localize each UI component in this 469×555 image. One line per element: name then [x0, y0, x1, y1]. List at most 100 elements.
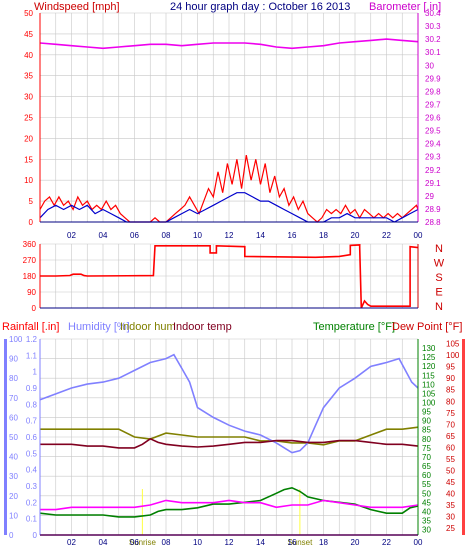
x-tick-06: 06 [130, 538, 139, 547]
barometer-tick-30.3: 30.3 [425, 22, 441, 31]
barometer-series [39, 38, 419, 50]
barometer-line [39, 38, 419, 50]
dewpoint-line [40, 499, 419, 511]
dewpoint-tick-95: 95 [446, 363, 455, 372]
temperature-tick-105: 105 [422, 389, 436, 398]
x-tick-18: 18 [319, 231, 328, 240]
windspeed-tick-10: 10 [24, 176, 33, 185]
humidity-tick-50: 50 [9, 433, 18, 442]
barometer-tick-29.1: 29.1 [425, 179, 441, 188]
dewpoint-tick-30: 30 [446, 513, 455, 522]
rainfall-tick-1: 1 [33, 368, 38, 377]
humidity-tick-20: 20 [9, 492, 18, 501]
temperature-tick-65: 65 [422, 462, 431, 471]
barometer-tick-28.9: 28.9 [425, 205, 441, 214]
rainfall-tick-0.9: 0.9 [26, 384, 38, 393]
temperature-tick-95: 95 [422, 408, 431, 417]
rainfall-tick-labels: 0 0.1 0.2 0.3 0.4 0.5 0.6 0.7 0.8 0.9 1 1.1 1.2 [26, 335, 38, 540]
dewpoint-tick-55: 55 [446, 455, 455, 464]
dewpoint-tick-90: 90 [446, 374, 455, 383]
x-tick-04: 04 [99, 538, 108, 547]
sun-markers: Sunrise Sunset [129, 489, 313, 547]
windspeed-tick-35: 35 [24, 72, 33, 81]
dewpoint-tick-105: 105 [446, 340, 460, 349]
humidity-tick-10: 10 [9, 511, 18, 520]
direction-tick-0: 0 [32, 304, 37, 313]
rainfall-tick-0.6: 0.6 [26, 433, 38, 442]
wind-average-series [39, 192, 419, 223]
direction-grid [40, 243, 418, 308]
dewpoint-tick-70: 70 [446, 420, 455, 429]
compass-label-s: S [435, 272, 442, 284]
humidity-tick-labels: 0 10 20 30 40 50 60 70 80 90 100 [9, 335, 23, 540]
x-tick-14: 14 [256, 538, 265, 547]
x-tick-02: 02 [67, 231, 76, 240]
temperature-tick-45: 45 [422, 498, 431, 507]
direction-degree-tick-labels: 0 90 180 270 360 [23, 240, 37, 313]
temperature-tick-40: 40 [422, 507, 431, 516]
dewpoint-tick-85: 85 [446, 386, 455, 395]
wind-average-line [39, 192, 419, 223]
x-tick-10: 10 [193, 231, 202, 240]
rainfall-tick-0.7: 0.7 [26, 417, 38, 426]
windspeed-tick-15: 15 [24, 155, 33, 164]
x-tick-00: 00 [414, 538, 423, 547]
rainfall-tick-0.4: 0.4 [26, 466, 38, 475]
barometer-tick-29.2: 29.2 [425, 166, 441, 175]
dewpoint-tick-45: 45 [446, 478, 455, 487]
rainfall-tick-0.3: 0.3 [26, 482, 38, 491]
direction-tick-270: 270 [23, 256, 37, 265]
temperature-tick-110: 110 [422, 380, 435, 389]
dewpoint-tick-80: 80 [446, 397, 455, 406]
barometer-tick-29.9: 29.9 [425, 74, 441, 83]
compass-label-w: W [434, 258, 445, 270]
windspeed-tick-labels: 0 5 10 15 20 25 30 35 40 45 50 [24, 9, 33, 227]
x-tick-12: 12 [225, 231, 234, 240]
legend-indoor-hum: Indoor hum [120, 321, 176, 333]
humidity-tick-100: 100 [9, 335, 23, 344]
barometer-tick-29.4: 29.4 [425, 140, 441, 149]
direction-tick-180: 180 [23, 272, 37, 281]
x-tick-08: 08 [162, 231, 171, 240]
compass-label-n: N [435, 301, 443, 313]
sunrise-label: Sunrise [129, 538, 157, 547]
barometer-tick-29.3: 29.3 [425, 153, 441, 162]
dewpoint-tick-50: 50 [446, 466, 455, 475]
legend-dewpoint: Dew Point [°F] [392, 321, 462, 333]
temperature-tick-130: 130 [422, 344, 436, 353]
temp-x-tick-labels: 02 04 06 08 10 12 14 16 18 20 22 00 [67, 538, 423, 547]
windspeed-tick-40: 40 [24, 51, 33, 60]
temperature-tick-30: 30 [422, 526, 431, 535]
legend-rainfall: Rainfall [.in] [2, 321, 59, 333]
x-tick-22: 22 [382, 231, 391, 240]
humidity-axis-bar [4, 339, 7, 535]
barometer-tick-labels: 28.8 28.9 29 29.1 29.2 29.3 29.4 29.5 29.6 29.7 29… [425, 9, 441, 227]
x-tick-16: 16 [288, 231, 297, 240]
dewpoint-tick-25: 25 [446, 524, 455, 533]
windspeed-tick-20: 20 [24, 134, 33, 143]
x-tick-18: 18 [319, 538, 328, 547]
temperature-tick-50: 50 [422, 489, 431, 498]
x-tick-00: 00 [414, 231, 423, 240]
x-tick-06: 06 [130, 231, 139, 240]
dewpoint-tick-75: 75 [446, 409, 455, 418]
barometer-tick-29.8: 29.8 [425, 87, 441, 96]
humidity-tick-60: 60 [9, 413, 18, 422]
legend-humidity: Humidity [%] [68, 321, 130, 333]
wind-direction-line [40, 244, 419, 309]
dewpoint-tick-60: 60 [446, 443, 455, 452]
indoor-temperature-line [40, 437, 419, 449]
barometer-axis-title: Barometer [.in] [369, 1, 441, 13]
barometer-tick-30: 30 [425, 61, 434, 70]
compass-label-e: E [435, 287, 442, 299]
humidity-tick-80: 80 [9, 374, 18, 383]
wind-baro-grid [40, 12, 418, 222]
barometer-tick-29.5: 29.5 [425, 127, 441, 136]
x-tick-12: 12 [225, 538, 234, 547]
wind-direction-series [40, 244, 419, 309]
x-tick-22: 22 [382, 538, 391, 547]
humidity-line [39, 353, 419, 454]
